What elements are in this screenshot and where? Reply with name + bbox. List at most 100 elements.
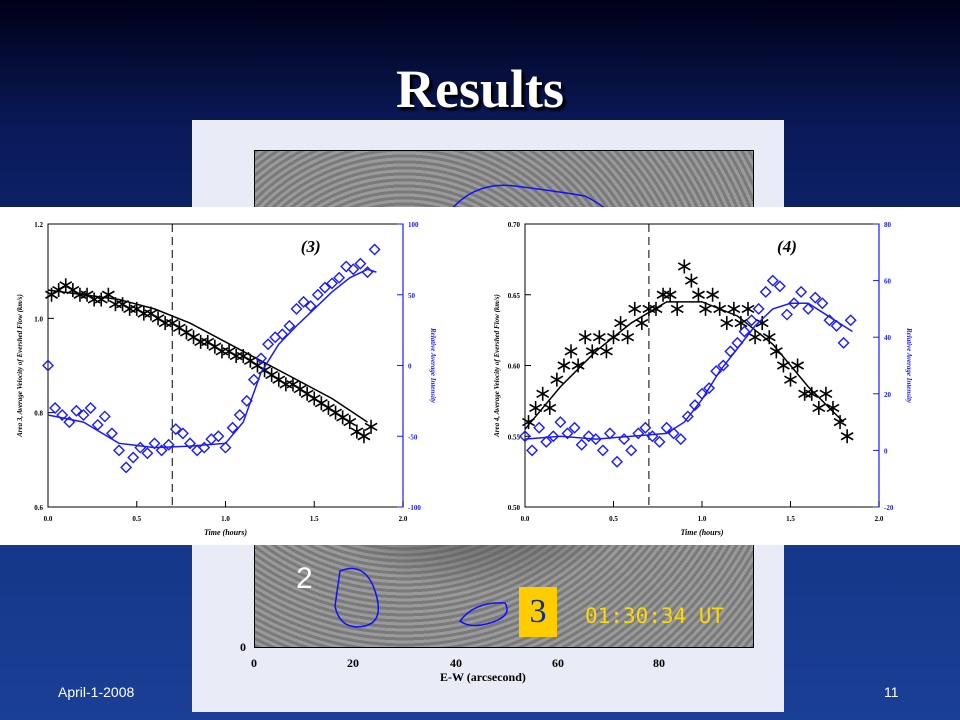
asterisk-stroke	[812, 403, 826, 413]
diamond-point	[738, 325, 751, 338]
chart-title: (3)	[301, 237, 321, 256]
asterisk-point	[215, 344, 229, 359]
asterisk-point	[571, 358, 585, 373]
asterisk-point	[776, 358, 790, 373]
asterisk-stroke	[748, 333, 762, 342]
diamond-point	[568, 421, 581, 434]
diamond-point	[674, 433, 687, 446]
diamond-point	[809, 291, 822, 304]
asterisk-stroke	[307, 394, 321, 403]
diamond-point	[184, 437, 196, 450]
asterisk-stroke	[557, 361, 571, 370]
diamond-point	[226, 421, 239, 434]
asterisk-point	[522, 415, 536, 430]
asterisk-stroke	[529, 403, 543, 413]
asterisk-stroke	[208, 342, 222, 351]
y-axis-label-right: Relative Average Intensity	[429, 327, 437, 404]
asterisk-stroke	[791, 361, 805, 370]
asterisk-point	[720, 316, 734, 331]
diamond-point	[745, 314, 758, 327]
asterisk-point	[229, 349, 243, 364]
diamond-point	[639, 421, 652, 434]
asterisk-point	[343, 415, 357, 430]
asterisk-stroke	[727, 304, 741, 314]
asterisk-stroke	[621, 333, 635, 342]
asterisk-point	[585, 344, 599, 359]
diamond-point	[127, 451, 140, 464]
diamond-point	[212, 430, 225, 443]
x-axis-label: E-W (arcsecond)	[440, 670, 526, 684]
diamond-point	[766, 274, 779, 287]
asterisk-point	[179, 325, 193, 340]
asterisk-point	[272, 372, 286, 387]
y-tick-label-right: 50	[408, 292, 416, 300]
diamond-point	[703, 382, 716, 395]
asterisk-point	[550, 372, 564, 387]
asterisk-point	[699, 301, 713, 316]
y-tick-label-right: -100	[408, 504, 421, 512]
asterisk-stroke	[543, 403, 557, 413]
asterisk-point	[137, 306, 151, 321]
diamond-point	[717, 359, 730, 372]
diamond-point	[155, 444, 168, 457]
diamond-point	[681, 410, 694, 423]
region-label-3: 3	[519, 587, 557, 637]
asterisk-stroke	[840, 432, 854, 441]
diamond-point	[795, 285, 808, 298]
asterisk-point	[635, 316, 649, 331]
diamond-point	[575, 438, 588, 451]
asterisk-stroke	[293, 384, 307, 394]
diamond-point	[816, 297, 829, 310]
asterisk-stroke	[172, 323, 186, 332]
asterisk-stroke	[265, 370, 279, 380]
asterisk-point	[614, 316, 628, 331]
asterisk-point	[592, 330, 606, 345]
y-tick-label-right: 100	[408, 221, 419, 229]
asterisk-stroke	[578, 333, 592, 342]
asterisk-point	[798, 386, 812, 401]
diamond-point	[554, 416, 567, 429]
diamond-point	[169, 423, 182, 436]
asterisk-point	[791, 358, 805, 373]
asterisk-stroke	[819, 389, 833, 398]
diamond-point	[547, 430, 560, 443]
x-tick-label: 0.5	[132, 515, 141, 523]
asterisk-stroke	[59, 281, 73, 290]
asterisk-stroke	[635, 318, 649, 328]
asterisk-stroke	[350, 427, 364, 436]
asterisk-point	[691, 287, 705, 302]
page-number: 11	[884, 684, 899, 700]
asterisk-point	[670, 301, 684, 316]
y-tick-label-right: 60	[884, 278, 892, 286]
asterisk-stroke	[684, 276, 698, 285]
asterisk-point	[677, 259, 691, 274]
asterisk-stroke	[336, 413, 350, 422]
diamond-point	[141, 447, 154, 460]
asterisk-point	[557, 358, 571, 373]
diamond-point	[837, 336, 850, 349]
asterisk-point	[265, 367, 279, 382]
asterisk-point	[364, 419, 378, 434]
asterisk-stroke	[826, 403, 840, 413]
y-tick-label-left: 0.70	[508, 221, 521, 229]
diamond-point	[297, 295, 310, 308]
diamond-point	[589, 433, 602, 446]
y-tick-label-right: 40	[884, 334, 892, 342]
asterisk-stroke	[272, 375, 286, 384]
region-contour-3	[458, 602, 508, 627]
asterisk-stroke	[536, 389, 550, 398]
asterisk-point	[684, 273, 698, 288]
asterisk-stroke	[364, 422, 378, 432]
y-tick-label-left: 0.50	[508, 504, 521, 512]
asterisk-stroke	[130, 304, 144, 314]
fit-line	[524, 301, 845, 430]
asterisk-stroke	[321, 403, 335, 413]
asterisk-stroke	[706, 290, 720, 299]
diamond-point	[233, 409, 246, 422]
diamond-point	[611, 455, 624, 468]
diamond-point	[148, 437, 161, 450]
diamond-point	[56, 409, 69, 422]
asterisk-stroke	[762, 333, 776, 342]
chart-area-4: 0.0 0.5 1.0 1.5 2.0 0.50 0.55 0.60 0.65 0.70 -20 0 2…	[493, 221, 913, 537]
diamond-point	[304, 300, 317, 313]
